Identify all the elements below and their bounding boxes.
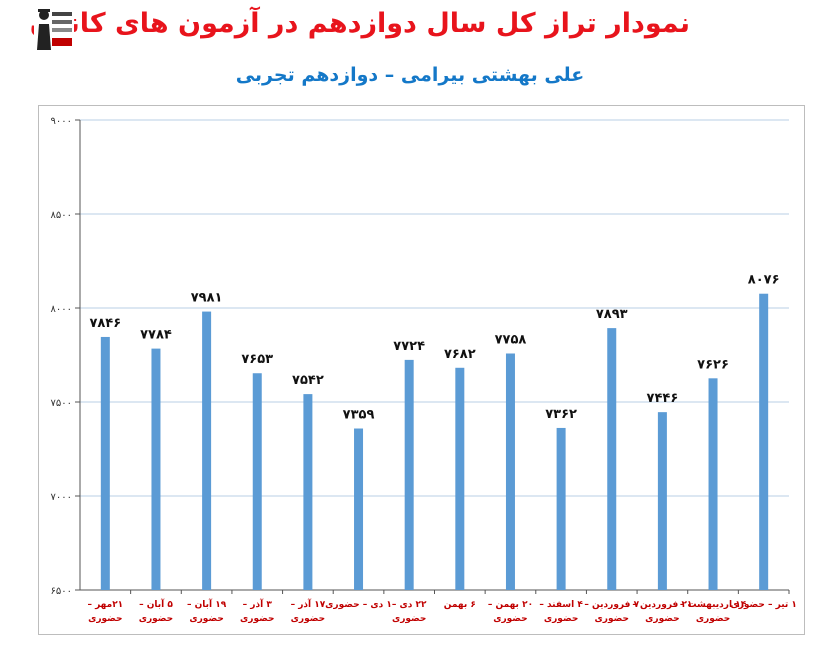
data-label: ۷۷۸۴ — [140, 328, 172, 343]
x-tick-label: ۱۷ آذر – — [291, 598, 326, 610]
x-tick-label: ۱ دی – حضوری — [325, 600, 392, 610]
bar — [708, 378, 718, 590]
bar — [100, 336, 110, 590]
x-tick-label: حضوری — [645, 614, 679, 624]
bar — [252, 373, 262, 590]
bar — [202, 311, 212, 590]
x-tick-label: حضوری — [595, 614, 629, 624]
chart-subtitle: علی بهشتی بیرامی – دوازدهم تجربی — [235, 64, 585, 86]
chart-title: نمودار تراز کل سال دوازدهم در آزمون های … — [29, 8, 690, 39]
y-tick-label: ۷۵۰۰ — [51, 398, 72, 409]
x-tick-label: حضوری — [139, 614, 173, 624]
x-tick-label: حضوری — [189, 614, 223, 624]
x-tick-label: حضوری — [544, 614, 578, 624]
bar — [607, 328, 617, 590]
x-tick-label: حضوری — [240, 614, 274, 624]
x-tick-label: ۱۴ اردیبهشت – — [680, 600, 747, 610]
x-tick-label: حضوری — [291, 614, 325, 624]
y-tick-label: ۹۰۰۰ — [51, 116, 72, 127]
x-tick-label: ۲۰ بهمن – — [488, 600, 533, 610]
x-tick-label: حضوری — [88, 614, 122, 624]
x-tick-label: ۲۲ دی – — [392, 600, 427, 610]
x-tick-label: ۶ بهمن — [444, 600, 476, 610]
data-label: ۷۴۴۶ — [647, 391, 679, 406]
x-tick-label: ۵ آبان – — [139, 598, 173, 610]
x-tick-label: ۴ اسفند – — [539, 600, 583, 610]
x-tick-label: حضوری — [493, 614, 527, 624]
data-label: ۷۷۵۸ — [495, 332, 527, 347]
x-tick-label: ۷ فروردین – — [584, 600, 639, 610]
y-tick-label: ۸۰۰۰ — [51, 304, 72, 315]
bar — [455, 367, 465, 590]
data-label: ۷۸۴۶ — [89, 316, 121, 331]
kanoon-logo — [34, 6, 74, 52]
data-label: ۷۷۲۴ — [393, 339, 425, 354]
bar — [505, 353, 515, 590]
bar — [354, 428, 364, 590]
data-label: ۷۵۴۲ — [292, 373, 324, 388]
bar — [151, 348, 161, 590]
x-tick-label: ۱ تیر – حضوری — [730, 600, 796, 610]
chart-area: ۶۵۰۰ ۷۰۰۰ ۷۵۰۰ ۸۰۰۰ ۸۵۰۰ ۹۰۰۰ ۷۸۴۶ ۲۱مهر – حضوری… — [38, 105, 805, 635]
x-tick-label: حضوری — [696, 614, 730, 624]
y-tick-label: ۷۰۰۰ — [51, 492, 72, 503]
data-label: ۷۹۸۱ — [191, 291, 223, 306]
x-tick-label: ۲۱مهر – — [87, 600, 123, 610]
y-tick-label: ۸۵۰۰ — [51, 210, 72, 221]
bar — [404, 359, 414, 590]
data-label: ۷۳۵۹ — [343, 408, 375, 423]
bar — [556, 427, 566, 590]
bar — [657, 412, 667, 590]
bar-chart: ۶۵۰۰ ۷۰۰۰ ۷۵۰۰ ۸۰۰۰ ۸۵۰۰ ۹۰۰۰ ۷۸۴۶ ۲۱مهر – حضوری… — [51, 116, 797, 624]
data-label: ۷۶۲۶ — [697, 357, 729, 372]
x-tick-label: حضوری — [392, 614, 426, 624]
data-label: ۷۶۵۳ — [241, 352, 273, 367]
data-label: ۷۳۶۲ — [545, 407, 577, 422]
x-tick-label: ۲۱ فروردین – — [632, 600, 692, 610]
data-label: ۷۸۹۳ — [596, 307, 628, 322]
y-tick-label: ۶۵۰۰ — [51, 586, 72, 597]
data-label: ۸۰۷۶ — [748, 273, 780, 288]
bar — [759, 293, 769, 590]
x-tick-label: ۱۹ آبان – — [187, 598, 227, 610]
bar — [303, 394, 313, 590]
x-tick-label: ۳ آذر – — [243, 598, 273, 610]
data-label: ۷۶۸۲ — [444, 347, 476, 362]
